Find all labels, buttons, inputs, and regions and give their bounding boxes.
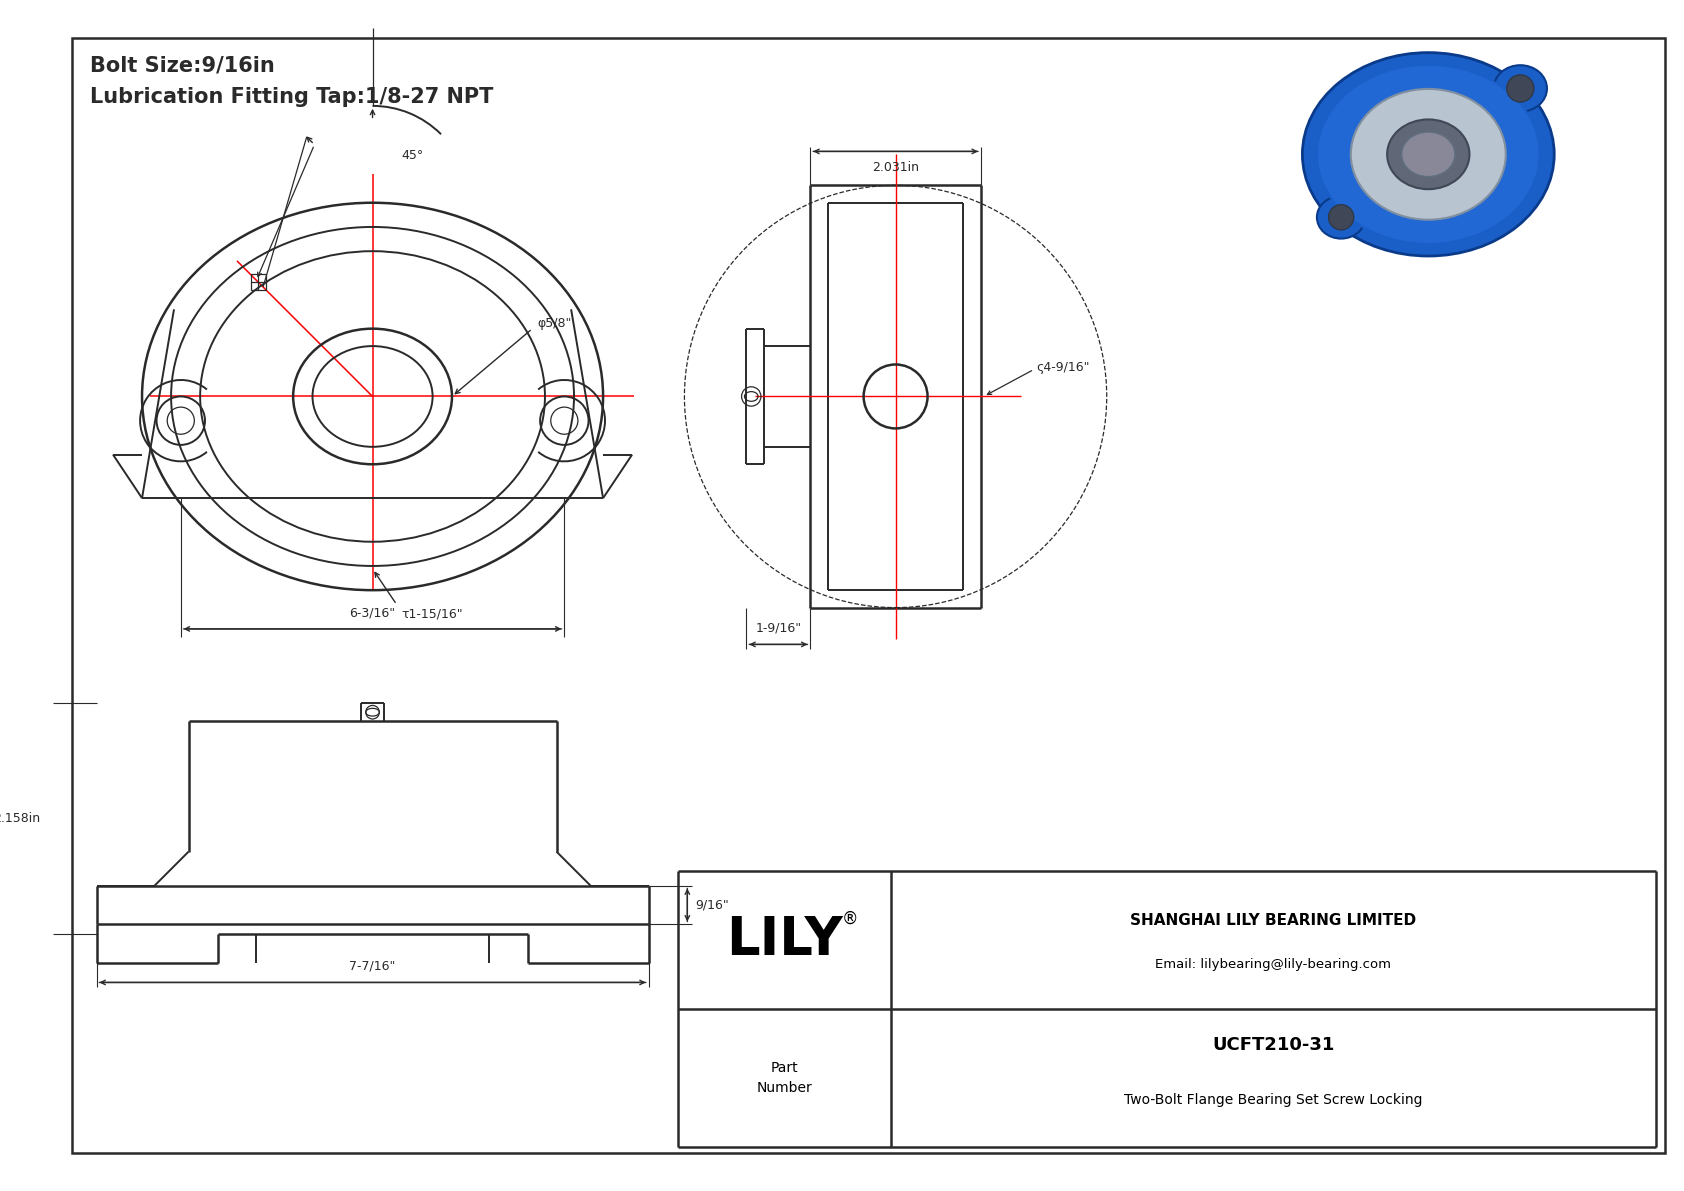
Text: Lubrication Fitting Tap:1/8-27 NPT: Lubrication Fitting Tap:1/8-27 NPT — [89, 87, 493, 106]
Text: 7-7/16": 7-7/16" — [349, 960, 396, 973]
Text: Part
Number: Part Number — [756, 1061, 812, 1096]
Text: Email: lilybearing@lily-bearing.com: Email: lilybearing@lily-bearing.com — [1155, 959, 1391, 972]
Text: Two-Bolt Flange Bearing Set Screw Locking: Two-Bolt Flange Bearing Set Screw Lockin… — [1125, 1093, 1423, 1108]
Ellipse shape — [1302, 52, 1554, 256]
Text: Bolt Size:9/16in: Bolt Size:9/16in — [89, 56, 274, 75]
Text: LILY: LILY — [726, 913, 842, 966]
Ellipse shape — [1351, 89, 1505, 219]
Text: 1-9/16": 1-9/16" — [756, 622, 802, 635]
Text: ®: ® — [842, 910, 859, 928]
Text: 2.158in: 2.158in — [0, 812, 40, 825]
Ellipse shape — [1317, 64, 1539, 244]
Text: UCFT210-31: UCFT210-31 — [1212, 1036, 1334, 1054]
Text: 6-3/16": 6-3/16" — [350, 606, 396, 619]
Bar — [251, 274, 266, 289]
Text: 45°: 45° — [401, 150, 424, 162]
Text: SHANGHAI LILY BEARING LIMITED: SHANGHAI LILY BEARING LIMITED — [1130, 913, 1416, 928]
Ellipse shape — [1317, 197, 1366, 238]
Text: ς4-9/16": ς4-9/16" — [1036, 361, 1090, 374]
Ellipse shape — [1494, 66, 1548, 112]
Text: 9/16": 9/16" — [695, 898, 729, 911]
Ellipse shape — [1388, 119, 1470, 189]
Text: 2.031in: 2.031in — [872, 161, 919, 174]
Text: φ5/8": φ5/8" — [537, 317, 571, 330]
Circle shape — [1507, 75, 1534, 102]
Ellipse shape — [1401, 132, 1455, 176]
Text: τ1-15/16": τ1-15/16" — [401, 607, 463, 621]
Circle shape — [1329, 205, 1354, 230]
